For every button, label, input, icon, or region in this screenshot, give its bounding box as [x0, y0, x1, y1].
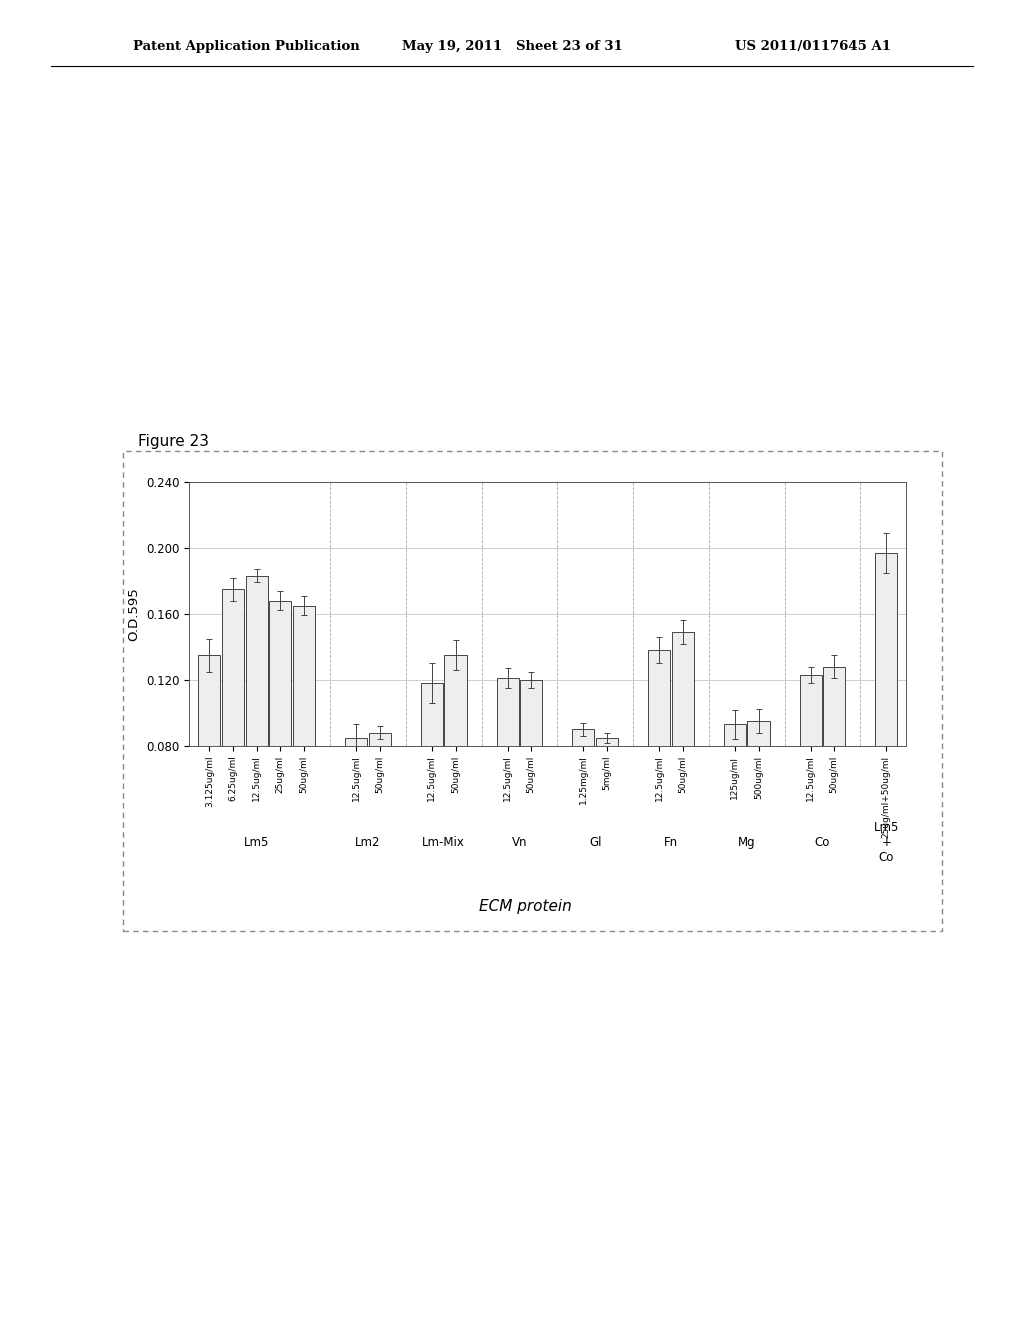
Bar [444, 655, 467, 746]
Text: Gl: Gl [589, 836, 601, 849]
Bar [596, 738, 618, 746]
Text: Co: Co [815, 836, 830, 849]
Text: May 19, 2011   Sheet 23 of 31: May 19, 2011 Sheet 23 of 31 [401, 40, 623, 53]
Bar [823, 667, 846, 746]
Bar [497, 678, 518, 746]
Bar [672, 632, 694, 746]
Bar [748, 721, 770, 746]
Bar [369, 733, 391, 746]
Bar [520, 680, 543, 746]
Bar [572, 729, 594, 746]
Bar [269, 601, 292, 746]
Text: Lm5
+
Co: Lm5 + Co [873, 821, 899, 863]
Text: Lm5: Lm5 [244, 836, 269, 849]
Text: Mg: Mg [738, 836, 756, 849]
Bar [876, 553, 897, 746]
Bar [246, 576, 267, 746]
Bar [199, 655, 220, 746]
Bar [724, 725, 745, 746]
Text: Lm-Mix: Lm-Mix [422, 836, 465, 849]
Text: Patent Application Publication: Patent Application Publication [133, 40, 359, 53]
Text: Fn: Fn [664, 836, 678, 849]
Bar [293, 606, 315, 746]
Bar [421, 682, 443, 746]
Text: Figure 23: Figure 23 [138, 434, 209, 449]
Bar [800, 675, 821, 746]
Bar [345, 738, 368, 746]
Text: Lm2: Lm2 [355, 836, 381, 849]
Y-axis label: O.D.595: O.D.595 [128, 587, 140, 640]
Bar [648, 649, 670, 746]
Text: ECM protein: ECM protein [479, 899, 571, 915]
Text: US 2011/0117645 A1: US 2011/0117645 A1 [735, 40, 891, 53]
Text: Vn: Vn [512, 836, 527, 849]
Bar [222, 589, 244, 746]
